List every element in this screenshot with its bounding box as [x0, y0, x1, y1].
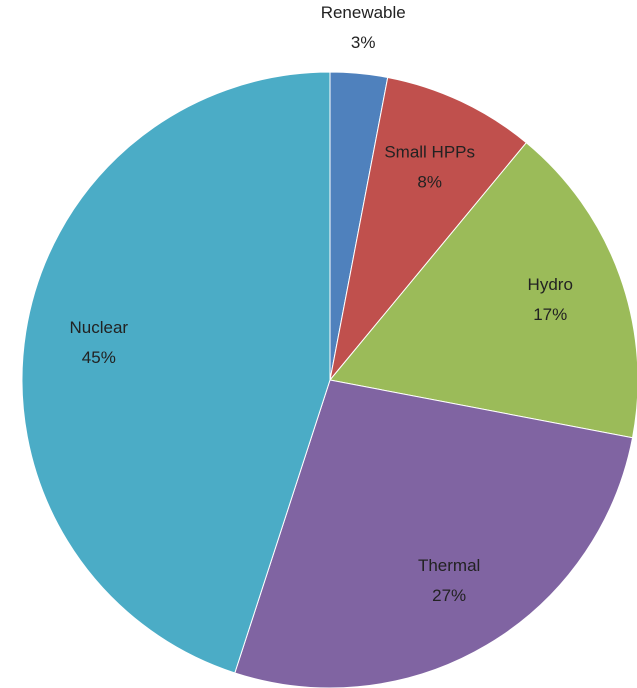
- slice-label: Hydro: [528, 275, 573, 294]
- pie-slice: [329, 76, 528, 381]
- pie-slice: [329, 141, 637, 439]
- slice-label: Renewable: [321, 3, 406, 22]
- slice-label: Small HPPs: [384, 143, 475, 162]
- pie-slice: [234, 379, 634, 688]
- slice-label: Nuclear: [70, 318, 129, 337]
- slice-label: Thermal: [418, 556, 480, 575]
- slice-value-label: 45%: [82, 348, 116, 367]
- slice-value-label: 3%: [351, 33, 376, 52]
- slice-value-label: 17%: [533, 305, 567, 324]
- slice-value-label: 8%: [417, 173, 442, 192]
- pie-slice: [21, 71, 331, 674]
- slice-value-label: 27%: [432, 586, 466, 605]
